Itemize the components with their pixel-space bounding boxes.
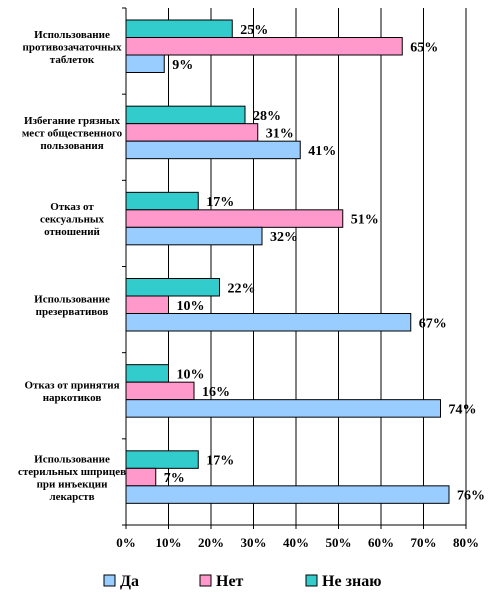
x-tick-label: 70%	[411, 535, 437, 550]
category-label: лекарств	[49, 491, 94, 503]
category-label: отношений	[44, 226, 100, 238]
category-label: Использование	[34, 29, 110, 41]
axes	[122, 7, 467, 529]
data-label: 67%	[419, 316, 447, 331]
bar	[125, 123, 259, 142]
data-labels: 25% 65% 9% 28% 31% 41% 17% 51% 32% 22% 10% 67% 10% 16…	[164, 23, 485, 504]
data-label: 22%	[228, 281, 256, 296]
bar	[125, 485, 450, 504]
x-tick-label: 60%	[368, 535, 394, 550]
x-tick-labels: 0% 10% 20% 30% 40% 50% 60% 70% 80%	[116, 535, 479, 550]
data-label: 32%	[270, 230, 298, 245]
legend-label: Нет	[216, 573, 244, 590]
category-label: при инъекции	[37, 478, 109, 490]
bar	[125, 105, 246, 125]
x-tick-label: 50%	[326, 535, 352, 550]
bar	[125, 399, 441, 418]
x-tick-label: 20%	[198, 535, 224, 550]
legend-swatch	[305, 574, 318, 587]
bars	[125, 19, 450, 504]
x-tick-label: 80%	[453, 535, 479, 550]
x-tick-label: 0%	[116, 535, 136, 550]
data-label: 7%	[164, 471, 185, 486]
bar	[125, 450, 199, 469]
category-label: Избегание грязных	[24, 115, 120, 127]
data-label: 76%	[457, 489, 485, 504]
category-label: пользования	[40, 140, 103, 152]
x-tick-label: 30%	[241, 535, 267, 550]
category-label: противозачаточных	[23, 41, 122, 53]
data-label: 10%	[177, 299, 205, 314]
legend-label: Не знаю	[322, 573, 381, 590]
data-label: 31%	[266, 126, 294, 141]
data-label: 17%	[206, 195, 234, 210]
bar	[125, 140, 301, 160]
bar	[125, 364, 169, 383]
category-label: наркотиков	[43, 392, 102, 404]
bar	[125, 191, 199, 211]
data-label: 25%	[240, 23, 268, 38]
bar	[125, 209, 344, 228]
data-label: 10%	[177, 367, 205, 382]
category-label: мест общественного	[22, 127, 123, 139]
legend: Да Нет Не знаю	[103, 573, 381, 590]
data-label: 16%	[202, 385, 230, 400]
legend-label: Да	[120, 573, 139, 590]
data-label: 74%	[449, 402, 477, 417]
data-label: 17%	[206, 454, 234, 469]
category-label: Использование	[34, 294, 110, 306]
data-label: 9%	[172, 58, 193, 73]
data-label: 28%	[253, 109, 281, 124]
bar	[125, 54, 165, 73]
legend-swatch	[199, 574, 212, 587]
bar	[125, 381, 195, 401]
bar	[125, 278, 220, 297]
data-label: 65%	[410, 40, 438, 55]
bar	[125, 467, 157, 487]
category-label: Отказ от	[50, 201, 94, 213]
bar	[125, 295, 169, 314]
category-labels: ИспользованиепротивозачаточныхтаблетокИз…	[18, 29, 126, 503]
x-tick-label: 40%	[283, 535, 309, 550]
category-label: сексуальных	[40, 214, 105, 226]
x-tick-label: 10%	[156, 535, 182, 550]
category-label: стерильных шприцев	[18, 466, 126, 478]
bar	[125, 19, 233, 38]
category-label: Отказ от принятия	[24, 380, 119, 392]
legend-swatch	[103, 574, 116, 587]
category-label: Использование	[34, 453, 110, 465]
data-label: 41%	[308, 144, 336, 159]
category-label: таблеток	[50, 54, 95, 66]
bar	[125, 313, 412, 332]
data-label: 51%	[351, 213, 379, 228]
bar	[125, 37, 403, 56]
category-label: презервативов	[36, 306, 109, 318]
gridlines	[168, 8, 467, 525]
bar	[125, 226, 263, 246]
